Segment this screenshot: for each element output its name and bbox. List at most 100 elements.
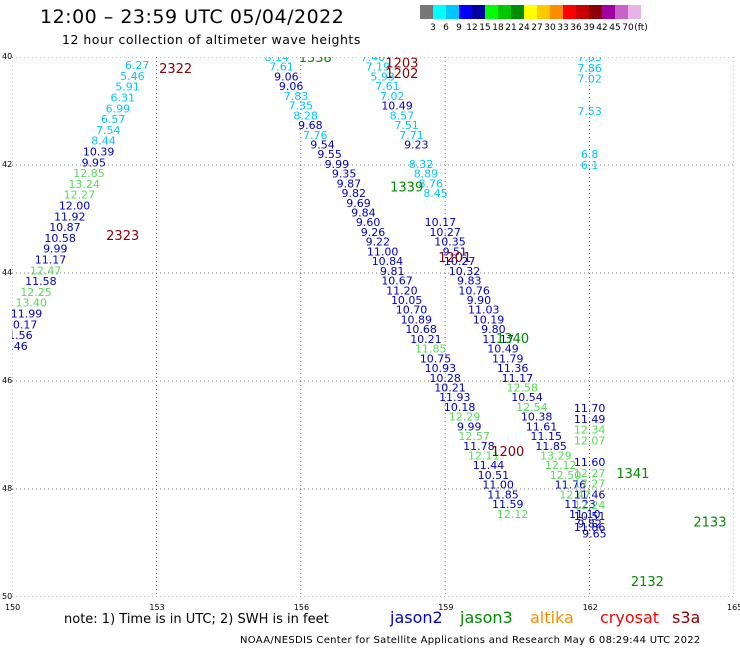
swh-value-label: 9.95 (82, 156, 107, 169)
colorbar-label: 70 (622, 23, 634, 33)
swh-value-label: 9.06 (274, 70, 299, 83)
swh-value-label: 7.40 (361, 57, 386, 64)
swh-value-label: 12.34 (574, 424, 606, 437)
colorbar-swatch (602, 5, 615, 19)
swh-value-label: 11.44 (473, 459, 505, 472)
swh-value-label: 12.12 (545, 459, 577, 472)
swh-value-label: 10.76 (458, 284, 490, 297)
colorbar-label: 3 (430, 23, 436, 33)
colorbar-label: 42 (596, 23, 608, 33)
pass-time-label: 1341 (616, 467, 649, 482)
swh-value-label: 6.8 (581, 148, 599, 161)
swh-value-label: 12.27 (64, 189, 96, 202)
swh-value-label: 10.75 (420, 352, 452, 365)
swh-value-label: 9.65 (582, 527, 607, 540)
swh-value-label: 11.15 (531, 430, 563, 443)
colorbar-label: (ft) (634, 23, 648, 33)
swh-value-label: 11.60 (574, 456, 606, 469)
colorbar-label: 24 (518, 23, 530, 33)
swh-value-label: 10.28 (429, 372, 461, 385)
swh-value-label: 12.50 (550, 469, 582, 482)
colorbar-swatch (563, 5, 576, 19)
colorbar-label: 36 (570, 23, 582, 33)
colorbar-swatch (420, 5, 433, 19)
colorbar-swatch (550, 5, 563, 19)
colorbar-label: 6 (443, 23, 449, 33)
swh-value-label: 9.83 (457, 275, 482, 288)
swh-value-label: 11.23 (564, 498, 596, 511)
x-tick-label: 159 (438, 603, 454, 612)
colorbar-label: 21 (505, 23, 517, 33)
swh-value-label: 11.61 (526, 420, 558, 433)
colorbar-swatch (472, 5, 485, 19)
swh-value-label: 9.26 (361, 226, 386, 239)
swh-value-label: 10.49 (381, 100, 413, 113)
swh-value-label: 9.60 (356, 216, 381, 229)
swh-value-label: 6.27 (125, 59, 150, 72)
swh-value-label: 8.89 (414, 168, 439, 181)
colorbar-label: 30 (544, 23, 556, 33)
swh-value-label: 5.91 (115, 81, 140, 94)
swh-value-label: 9.51 (443, 245, 468, 258)
swh-value-label: 9.87 (337, 177, 362, 190)
swh-value-label: 11.17 (502, 372, 534, 385)
swh-value-label: 11.92 (54, 210, 86, 223)
swh-value-label: 12.11 (468, 450, 500, 463)
swh-value-label: 7.54 (96, 124, 121, 137)
swh-value-label: 11.78 (463, 440, 495, 453)
colorbar-swatch (485, 5, 498, 19)
swh-value-label: 10.32 (449, 265, 481, 278)
colorbar-label: 15 (479, 23, 491, 33)
swh-value-label: 9.55 (317, 148, 342, 161)
swh-value-label: 11.58 (25, 275, 57, 288)
colorbar-swatch (641, 5, 654, 19)
map-subtitle: 12 hour collection of altimeter wave hei… (62, 32, 361, 47)
colorbar-label: 18 (492, 23, 504, 33)
swh-value-label: 7.61 (375, 80, 400, 93)
swh-value-label: 10.17 (425, 216, 457, 229)
swh-value-label: 12.85 (73, 167, 105, 180)
colorbar-swatch (576, 5, 589, 19)
pass-time-label: 1200 (491, 445, 524, 460)
swh-value-label: 10.19 (473, 313, 505, 326)
swh-value-label: 10.35 (434, 236, 466, 249)
y-tick-label: 48 (2, 484, 13, 493)
swh-value-label: 7.19 (366, 61, 391, 74)
swh-value-label: 11.00 (482, 479, 514, 492)
colorbar-swatch (459, 5, 472, 19)
swh-value-label: 10.21 (410, 333, 442, 346)
swh-value-label: 9.80 (481, 323, 506, 336)
swh-value-label: 7.71 (399, 129, 424, 142)
colorbar-label: 27 (531, 23, 543, 33)
swh-value-label: 9.06 (279, 80, 304, 93)
pass-time-label: 2132 (631, 575, 664, 590)
pass-time-label: 1203 (385, 57, 418, 71)
swh-value-label: 6.1 (581, 159, 599, 172)
swh-value-label: 7.83 (577, 57, 602, 64)
colorbar-swatch (524, 5, 537, 19)
swh-value-label: 8.76 (419, 177, 444, 190)
y-tick-label: 44 (2, 268, 13, 277)
swh-value-label: 7.02 (380, 90, 405, 103)
pass-time-label: 2323 (106, 229, 139, 244)
legend-cryosat: cryosat (600, 608, 660, 627)
swh-value-label: 7.53 (577, 105, 602, 118)
swh-value-label: 9.99 (457, 420, 482, 433)
swh-value-label: 8.32 (409, 158, 434, 171)
legend-jason2: jason2 (390, 608, 443, 627)
swh-value-label: 10.05 (391, 294, 423, 307)
note-text: note: 1) Time is in UTC; 2) SWH is in fe… (64, 612, 329, 627)
swh-value-label: 11.56 (12, 329, 33, 342)
colorbar-swatch (511, 5, 524, 19)
swh-value-label: 9.68 (298, 119, 323, 132)
swh-value-label: 9.84 (351, 207, 376, 220)
swh-value-label: 12.47 (30, 264, 62, 277)
y-tick-label: 40 (2, 52, 13, 61)
swh-value-label: 11.00 (367, 245, 399, 258)
colorbar-swatch (589, 5, 602, 19)
swh-value-label: 11.36 (497, 362, 529, 375)
swh-value-label: 10.87 (49, 221, 81, 234)
swh-value-label: 9.82 (577, 518, 602, 531)
legend-jason3: jason3 (460, 608, 513, 627)
